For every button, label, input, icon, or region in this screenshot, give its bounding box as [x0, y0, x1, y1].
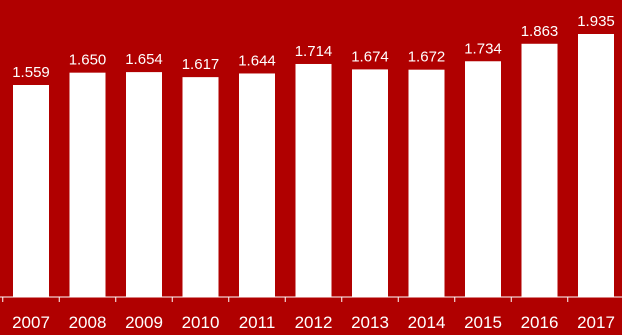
x-axis-ticks-layer: [2, 297, 569, 302]
x-tick-label-2009: 2009: [125, 313, 163, 332]
value-label-2015: 1.734: [464, 40, 502, 57]
x-tick-label-2016: 2016: [521, 313, 559, 332]
value-label-2012: 1.714: [295, 43, 333, 60]
value-label-2009: 1.654: [125, 51, 163, 68]
bars-layer: [13, 34, 614, 298]
value-label-2011: 1.644: [238, 52, 276, 69]
bar-2010: [182, 77, 219, 297]
value-label-2013: 1.674: [351, 48, 389, 65]
x-tick-label-2008: 2008: [69, 313, 107, 332]
value-label-2014: 1.672: [408, 49, 446, 66]
value-labels-layer: 1.559 1.650 1.654 1.617 1.644 1.714 1.674 1.672…: [12, 13, 615, 81]
value-label-2016: 1.863: [521, 23, 559, 40]
value-label-2008: 1.650: [69, 52, 107, 69]
x-tick-label-2017: 2017: [577, 313, 615, 332]
bar-2017: [578, 34, 614, 297]
bar-2007: [13, 85, 49, 297]
bar-2011: [239, 73, 275, 297]
x-axis-tick-labels-layer: 2007 2008 2009 2010 2011 2012 2013 2014 2015 2016…: [12, 313, 615, 332]
bar-2013: [352, 69, 388, 298]
x-tick-label-2015: 2015: [464, 313, 502, 332]
bar-2008: [69, 72, 106, 297]
x-tick-label-2013: 2013: [351, 313, 389, 332]
value-label-2010: 1.617: [182, 56, 220, 73]
value-label-2017: 1.935: [577, 13, 615, 30]
bar-2009: [126, 72, 162, 297]
x-tick-label-2007: 2007: [12, 313, 50, 332]
bar-2014: [408, 69, 445, 297]
x-tick-label-2010: 2010: [182, 313, 220, 332]
bar-2016: [521, 43, 558, 297]
x-tick-label-2011: 2011: [239, 313, 276, 332]
x-tick-label-2012: 2012: [295, 313, 333, 332]
bar-2012: [295, 63, 332, 298]
value-label-2007: 1.559: [12, 64, 50, 81]
bar-2015: [465, 61, 501, 298]
x-tick-label-2014: 2014: [408, 313, 446, 332]
